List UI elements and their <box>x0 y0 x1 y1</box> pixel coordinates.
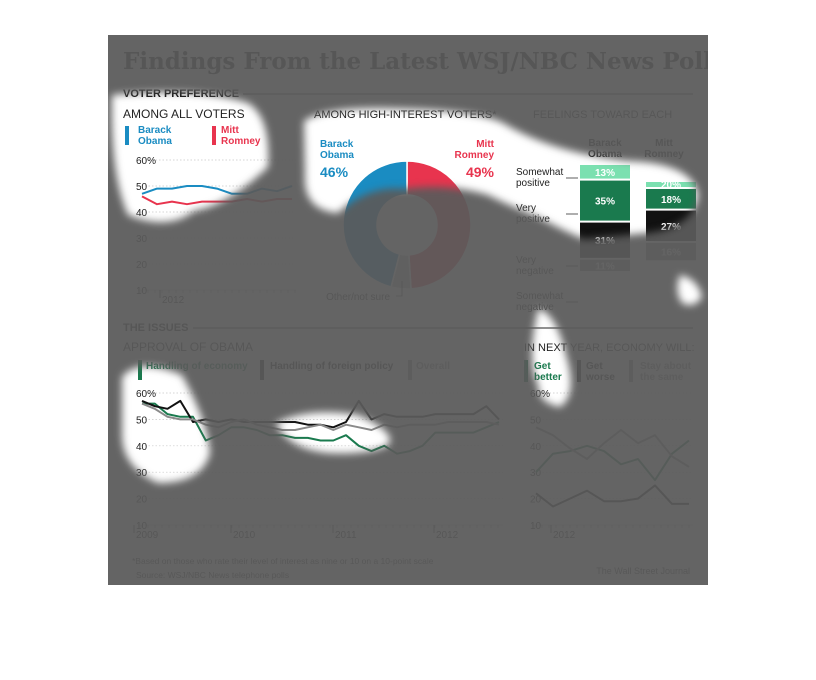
feelings-value-obama: 35% <box>595 197 615 208</box>
feelings-row-label: Very <box>516 203 536 214</box>
feelings-value-romney: 16% <box>661 248 681 259</box>
feelings-col-obama1: Barack <box>588 138 622 149</box>
donut-romney-pct: 49% <box>466 164 495 180</box>
approval-legend-economy-swatch <box>138 360 142 380</box>
all-voters-tick-label: 10 <box>136 286 148 297</box>
legend-romney-line2: Romney <box>221 136 261 147</box>
approval-legend-economy: Handling of economy <box>146 361 248 372</box>
all-voters-tick-label: 40 <box>136 208 148 219</box>
approval-legend-overall-swatch <box>408 360 412 380</box>
approval-x-label: 2009 <box>136 530 159 541</box>
feelings-row-label: negative <box>516 266 554 277</box>
infographic-panel: Findings From the Latest WSJ/NBC News Po… <box>108 35 708 585</box>
economy-heading: IN NEXT YEAR, ECONOMY WILL: <box>524 342 695 354</box>
donut-romney-name1: Mitt <box>476 139 494 150</box>
feelings-row-label: negative <box>516 302 554 313</box>
approval-heading: APPROVAL OF OBAMA <box>123 340 253 354</box>
approval-tick-label: 20 <box>136 495 148 506</box>
economy-tick-label: 10 <box>530 521 542 532</box>
legend-romney-line1: Mitt <box>221 125 239 136</box>
donut-obama-name2: Obama <box>320 150 354 161</box>
feelings-row-label: Somewhat <box>516 167 563 178</box>
feelings-value-romney: 18% <box>661 195 681 206</box>
economy-legend-better-swatch <box>524 360 528 382</box>
approval-tick-label: 30 <box>136 468 148 479</box>
page-title: Findings From the Latest WSJ/NBC News Po… <box>123 48 708 75</box>
section-issues: THE ISSUES <box>123 322 188 334</box>
economy-series-line <box>535 426 690 468</box>
credit-note: The Wall Street Journal <box>596 566 690 576</box>
donut-romney-name2: Romney <box>455 150 495 161</box>
feelings-value-obama: 13% <box>595 168 615 179</box>
approval-x-label: 2012 <box>436 530 459 541</box>
all-voters-series-line <box>141 195 292 206</box>
feelings-value-romney: 27% <box>661 222 681 233</box>
donut-slice <box>406 160 472 290</box>
approval-tick-label: 40 <box>136 442 148 453</box>
infographic-svg: Findings From the Latest WSJ/NBC News Po… <box>123 48 708 580</box>
feelings-col-obama2: Obama <box>588 149 622 160</box>
approval-legend-overall: Overall <box>416 361 450 372</box>
feelings-value-obama: 11% <box>595 261 615 272</box>
economy-legend-better2: better <box>534 372 562 383</box>
donut-other-label: Other/not sure <box>326 292 390 303</box>
section-voter-preference: VOTER PREFERENCE <box>123 88 239 100</box>
feelings-row-label: positive <box>516 178 550 189</box>
all-voters-series-line <box>141 185 293 195</box>
economy-tick-label: 30 <box>530 468 542 479</box>
economy-legend-better1: Get <box>534 361 551 372</box>
all-voters-x-label: 2012 <box>162 295 185 306</box>
legend-romney-swatch <box>212 126 216 145</box>
approval-tick-label: 50 <box>136 415 148 426</box>
feelings-col-romney1: Mitt <box>655 138 673 149</box>
legend-obama-swatch <box>125 126 129 145</box>
donut-obama-pct: 46% <box>320 164 349 180</box>
feelings-row-label: Somewhat <box>516 291 563 302</box>
donut-chart <box>342 160 472 290</box>
economy-legend-worse-swatch <box>577 360 581 382</box>
approval-x-label: 2011 <box>335 530 357 541</box>
economy-legend-worse2: worse <box>585 372 615 383</box>
all-voters-heading: AMONG ALL VOTERS <box>123 107 245 121</box>
approval-series-line <box>142 402 500 455</box>
all-voters-tick-label: 20 <box>136 260 148 271</box>
approval-series-line <box>141 402 500 431</box>
economy-tick-label: 60% <box>530 389 550 400</box>
footnote: *Based on those who rate their level of … <box>132 556 434 566</box>
economy-legend-same1: Stay about <box>640 361 692 372</box>
legend-obama-line2: Obama <box>138 136 172 147</box>
donut-obama-name1: Barack <box>320 139 354 150</box>
feelings-chart: 13%20%35% 18%31%27%11%16%Somewhatpositive… <box>516 165 696 313</box>
feelings-value-obama: 31% <box>595 236 615 247</box>
all-voters-chart: 60% 50 40 30 20 10 2012 <box>136 156 296 306</box>
source-note: Source: WSJ/NBC News telephone polls <box>136 570 289 580</box>
feelings-col-romney2: Romney <box>644 149 684 160</box>
economy-legend-worse1: Get <box>586 361 603 372</box>
economy-tick-label: 40 <box>530 442 542 453</box>
all-voters-tick-label: 50 <box>136 182 148 193</box>
legend-obama-line1: Barack <box>138 125 172 136</box>
economy-series-line <box>535 484 689 508</box>
feelings-row-label: Very <box>516 255 536 266</box>
approval-legend-foreign: Handling of foreign policy <box>270 361 394 372</box>
all-voters-tick-label: 60% <box>136 156 156 167</box>
economy-legend-same-swatch <box>629 360 633 382</box>
approval-x-label: 2010 <box>233 530 256 541</box>
approval-legend-foreign-swatch <box>260 360 264 380</box>
economy-x-label: 2012 <box>553 530 576 541</box>
feelings-row-label: positive <box>516 214 550 225</box>
economy-series-line <box>535 439 690 482</box>
economy-tick-label: 50 <box>530 415 542 426</box>
economy-legend-same2: the same <box>640 372 684 383</box>
feelings-heading: FEELINGS TOWARD EACH <box>533 109 672 121</box>
approval-tick-label: 60% <box>136 389 156 400</box>
high-interest-heading: AMONG HIGH-INTEREST VOTERS* <box>314 109 497 121</box>
all-voters-tick-label: 30 <box>136 234 148 245</box>
